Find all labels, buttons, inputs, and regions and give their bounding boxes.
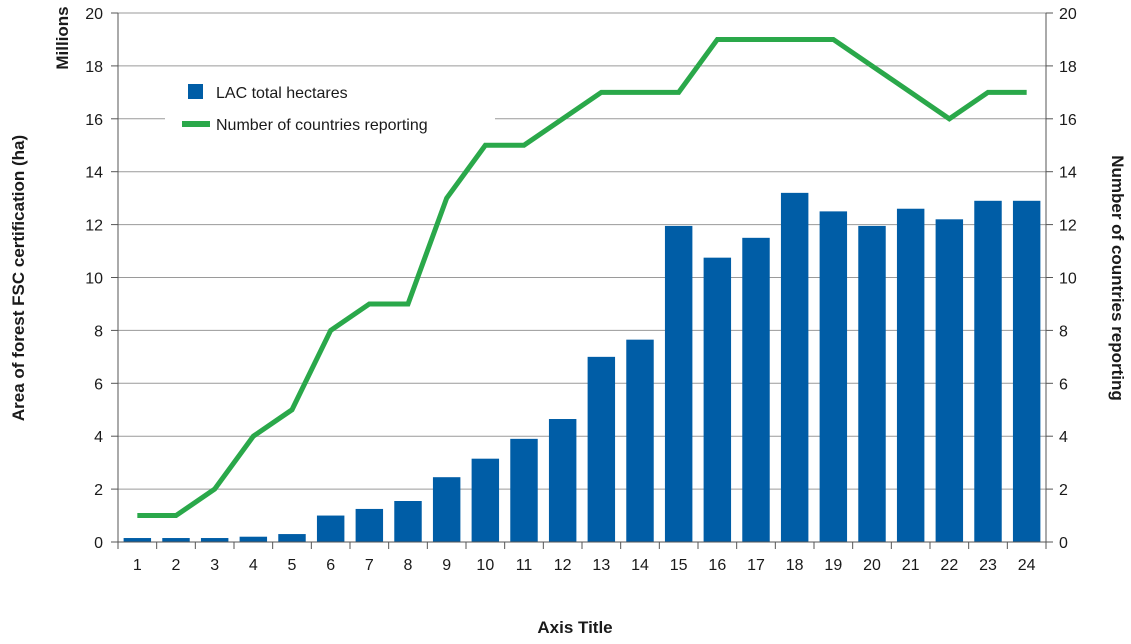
legend: LAC total hectares Number of countries r… [165,72,495,134]
x-axis-title: Axis Title [537,618,612,637]
y2-tick-label: 16 [1059,112,1077,129]
x-tick-label: 18 [786,557,804,574]
bar [239,536,268,542]
y2-tick-label: 12 [1059,218,1077,235]
bar [703,257,732,542]
y-tick-label: 14 [85,165,103,182]
bar [162,538,190,542]
x-tick-label: 13 [592,557,610,574]
bar [510,438,538,542]
bar [394,501,422,542]
x-tick-label: 21 [902,557,920,574]
series-line [137,36,1027,519]
bar-series [123,192,1041,543]
x-tick-label: 23 [979,557,997,574]
bar [742,237,770,542]
y-tick-label: 20 [85,6,103,23]
x-tick-label: 5 [288,557,297,574]
y-tick-label: 10 [85,271,103,288]
x-tick-label: 9 [442,557,451,574]
x-tick-label: 24 [1018,557,1036,574]
x-tick-label: 14 [631,557,649,574]
legend-label-line: Number of countries reporting [216,117,428,134]
bar [123,538,152,542]
y-tick-label: 8 [94,323,103,340]
x-tick-label: 11 [516,557,533,574]
bar [780,192,809,543]
legend-swatch-bars [188,84,203,99]
y-axis-title: Area of forest FSC certification (ha) [9,135,28,421]
x-tick-label: 20 [863,557,881,574]
y2-axis-title: Number of countries reporting [1108,155,1127,401]
x-tick-label: 7 [365,557,374,574]
bar [355,508,384,542]
y-tick-label: 6 [94,376,103,393]
y-axis-unit-label: Millions [53,6,72,69]
y2-tick-label: 18 [1059,59,1077,76]
x-tick-label: 1 [133,557,142,574]
x-tick-label: 22 [940,557,958,574]
legend-label-bars: LAC total hectares [216,85,348,102]
bar [664,225,693,543]
y2-tick-label: 20 [1059,6,1077,23]
x-tick-label: 19 [824,557,842,574]
bar [896,208,925,543]
bar [935,219,964,542]
bar [858,225,886,543]
legend-backdrop [165,72,495,134]
gridlines [118,12,1046,490]
bar [432,477,461,542]
y2-tick-label: 6 [1059,376,1068,393]
x-tick-label: 2 [172,557,181,574]
x-tick-label: 8 [404,557,413,574]
bar [471,458,500,542]
y2-tick-label: 10 [1059,271,1077,288]
y-tick-label: 2 [94,482,103,499]
y-tick-label: 4 [94,429,103,446]
y2-tick-label: 2 [1059,482,1068,499]
y-tick-label: 0 [94,535,103,552]
x-tick-label: 4 [249,557,258,574]
x-tick-label: 15 [670,557,688,574]
y2-tick-label: 8 [1059,323,1068,340]
y2-tick-label: 4 [1059,429,1068,446]
bar [626,339,654,542]
bar [200,538,229,542]
bar [1012,200,1041,543]
x-tick-label: 17 [747,557,765,574]
y-tick-label: 18 [85,59,103,76]
bar [587,356,616,542]
y2-tick-label: 0 [1059,535,1068,552]
x-tick-label: 16 [708,557,726,574]
bar [316,515,345,542]
bar [548,419,577,542]
bar [278,534,306,542]
x-tick-label: 6 [326,557,335,574]
x-tick-label: 10 [476,557,494,574]
bar [974,200,1002,543]
y-tick-label: 16 [85,112,103,129]
x-tick-label: 3 [210,557,219,574]
bar [819,211,848,542]
y2-tick-label: 14 [1059,165,1077,182]
y-tick-label: 12 [85,218,103,235]
x-tick-label: 12 [554,557,572,574]
line-series [137,36,1027,519]
